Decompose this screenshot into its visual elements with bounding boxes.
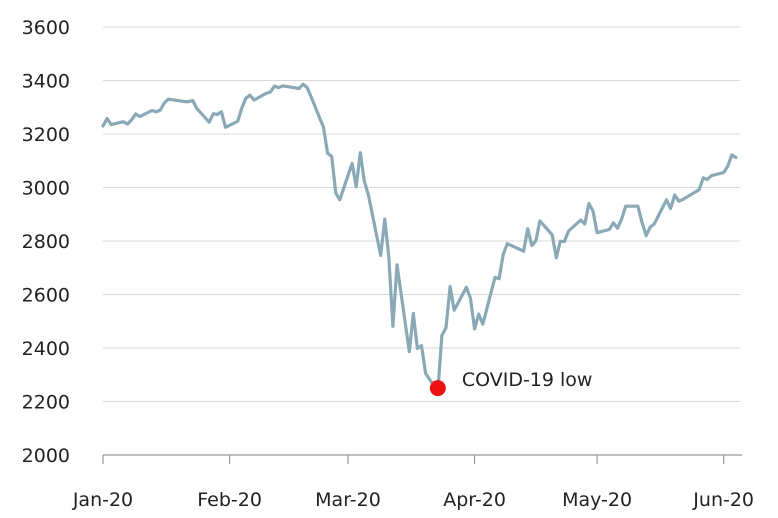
y-tick-label: 3400 [22, 71, 70, 93]
x-axis: Jan-20 Feb-20 Mar-20 Apr-20 May-20 Jun-20 [72, 454, 754, 511]
x-tick-label: May-20 [562, 489, 632, 511]
y-tick-label: 3600 [22, 17, 70, 39]
x-tick-label: Jan-20 [72, 489, 133, 511]
y-axis: 2000 2200 2400 2600 2800 3000 3200 3400 3600 [22, 17, 70, 467]
annotation-label: COVID-19 low [462, 369, 593, 391]
series-line [101, 82, 738, 394]
x-tick-label: Feb-20 [197, 489, 262, 511]
x-tick-label: Jun-20 [692, 489, 754, 511]
covid-low-marker [429, 380, 446, 397]
y-tick-label: 3200 [22, 124, 70, 146]
gridlines [103, 26, 740, 402]
annotations: COVID-19 low [429, 369, 593, 397]
y-tick-label: 2800 [22, 231, 70, 253]
y-tick-label: 2000 [22, 445, 70, 467]
y-tick-label: 2600 [22, 285, 70, 307]
y-tick-label: 2400 [22, 338, 70, 360]
x-tick-label: Mar-20 [315, 489, 381, 511]
x-tick-label: Apr-20 [443, 489, 506, 511]
y-tick-label: 2200 [22, 392, 70, 414]
y-tick-label: 3000 [22, 178, 70, 200]
